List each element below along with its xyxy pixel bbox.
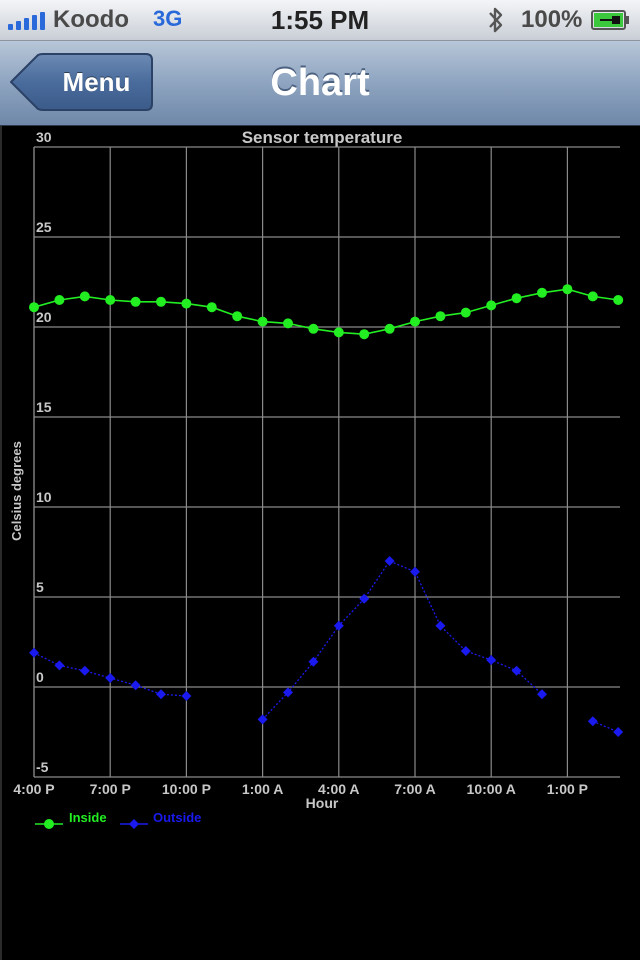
- signal-bars-icon: [8, 10, 45, 30]
- y-tick-label: 0: [36, 669, 44, 685]
- inside-data-point: [613, 295, 624, 305]
- inside-data-point: [79, 291, 90, 302]
- inside-data-point: [562, 284, 573, 295]
- legend-inside-label: Inside: [69, 810, 107, 825]
- legend-outside-marker: [129, 819, 139, 829]
- inside-data-point: [232, 311, 243, 322]
- chart-grid: [33, 146, 620, 778]
- outside-data-point: [29, 647, 39, 658]
- outside-data-point: [105, 673, 116, 683]
- y-tick-label: 10: [36, 489, 52, 505]
- temperature-chart: Sensor temperature -5 0 5 10 15 20 25 30 4:00 P…: [9, 128, 624, 829]
- outside-data-point: [54, 660, 65, 671]
- outside-data-point: [410, 566, 420, 577]
- y-tick-label: -5: [36, 759, 49, 775]
- inside-data-point: [308, 323, 319, 334]
- inside-data-point: [130, 296, 141, 307]
- inside-data-point: [384, 323, 395, 334]
- navigation-bar: Menu Chart: [0, 41, 640, 126]
- network-type-label: 3G: [153, 6, 183, 31]
- inside-data-point: [181, 298, 192, 309]
- chart-title: Sensor temperature: [242, 128, 403, 147]
- outside-data-point: [486, 655, 497, 665]
- inside-data-point: [333, 327, 344, 338]
- inside-data-point: [511, 293, 522, 304]
- y-axis-label: Celsius degrees: [9, 441, 24, 541]
- outside-data-point: [156, 689, 166, 700]
- inside-data-point: [105, 295, 116, 305]
- chart-container: Sensor temperature -5 0 5 10 15 20 25 30 4:00 P…: [0, 126, 640, 960]
- outside-data-point: [435, 620, 446, 631]
- x-tick-label: 10:00 P: [162, 781, 211, 797]
- outside-data-point: [181, 691, 192, 701]
- y-tick-label: 25: [36, 219, 52, 235]
- y-tick-label: 15: [36, 399, 52, 415]
- back-button-shape: [10, 53, 153, 111]
- status-time: 1:55 PM: [270, 5, 370, 35]
- outside-data-point: [283, 687, 293, 698]
- inside-data-point: [537, 287, 547, 298]
- inside-data-point: [257, 316, 268, 327]
- x-tick-label: 4:00 P: [13, 781, 54, 797]
- inside-data-point: [54, 295, 65, 305]
- inside-data-point: [156, 296, 166, 307]
- x-tick-label: 1:00 P: [547, 781, 588, 797]
- inside-data-point: [410, 316, 420, 327]
- legend-inside-marker: [44, 819, 54, 829]
- x-tick-label: 7:00 A: [394, 781, 436, 797]
- y-tick-label: 5: [36, 579, 44, 595]
- menu-button-label: Menu: [62, 67, 131, 97]
- chart-series: [29, 284, 624, 737]
- outside-data-point: [257, 714, 268, 725]
- outside-data-point: [333, 620, 344, 631]
- outside-data-point: [613, 727, 624, 737]
- carrier-label: Koodo: [53, 6, 129, 33]
- outside-data-point: [511, 665, 522, 676]
- outside-series-line: [262, 560, 543, 720]
- outside-data-point: [537, 689, 547, 700]
- inside-data-point: [359, 329, 370, 340]
- menu-back-button[interactable]: Menu: [10, 53, 153, 111]
- inside-data-point: [206, 302, 217, 313]
- outside-series-line: [592, 720, 619, 733]
- status-bar: Koodo 3G 1:55 PM 100%: [0, 0, 640, 41]
- outside-data-point: [384, 556, 395, 566]
- y-tick-label: 20: [36, 309, 52, 325]
- battery-charging-icon: [591, 10, 629, 30]
- x-axis-ticks: 4:00 P 7:00 P 10:00 P 1:00 A 4:00 A 7:00 A 10:…: [13, 781, 588, 797]
- inside-data-point: [460, 307, 471, 318]
- y-tick-label: 30: [36, 129, 52, 145]
- inside-data-point: [283, 318, 293, 329]
- x-tick-label: 4:00 A: [318, 781, 360, 797]
- battery-percentage: 100%: [521, 6, 583, 33]
- outside-data-point: [308, 656, 319, 667]
- outside-data-point: [130, 680, 141, 691]
- inside-data-point: [435, 311, 446, 322]
- outside-data-point: [460, 646, 471, 656]
- x-tick-label: 1:00 A: [242, 781, 284, 797]
- page-title: Chart: [270, 62, 370, 104]
- x-tick-label: 10:00 A: [467, 781, 516, 797]
- chart-legend: Inside Outside: [35, 810, 201, 829]
- x-axis-label: Hour: [306, 795, 339, 811]
- x-tick-label: 7:00 P: [90, 781, 131, 797]
- bluetooth-icon: [489, 7, 503, 33]
- legend-outside-label: Outside: [153, 810, 201, 825]
- outside-data-point: [79, 665, 90, 676]
- inside-data-point: [587, 291, 598, 302]
- outside-data-point: [587, 716, 598, 727]
- inside-data-point: [29, 302, 39, 313]
- y-axis-ticks: -5 0 5 10 15 20 25 30: [36, 129, 52, 775]
- outside-data-point: [359, 593, 370, 604]
- inside-data-point: [486, 300, 497, 311]
